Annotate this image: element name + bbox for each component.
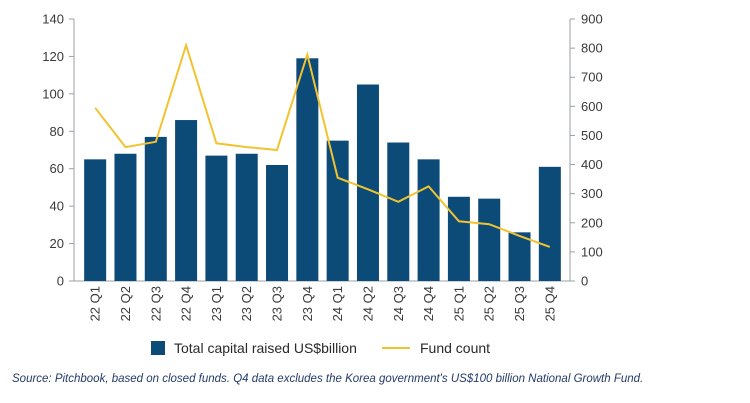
- x-tick-label: 22 Q2: [118, 286, 133, 321]
- legend-label-capital: Total capital raised US$billion: [174, 340, 357, 356]
- source-note: Source: Pitchbook, based on closed funds…: [12, 373, 644, 385]
- x-tick-label: 24 Q1: [330, 286, 345, 321]
- right-tick-label: 400: [581, 157, 603, 172]
- bar-23-q4: [296, 58, 319, 281]
- bar-24-q3: [387, 142, 410, 281]
- x-tick-label: 23 Q1: [209, 286, 224, 321]
- bar-23-q2: [235, 153, 258, 281]
- left-tick-label: 80: [50, 124, 64, 139]
- left-tick-label: 100: [42, 86, 64, 101]
- x-tick-label: 24 Q4: [421, 286, 436, 321]
- fund-count-line: [94, 41, 551, 248]
- bar-22-q4: [175, 120, 198, 281]
- bar-24-q1: [326, 140, 349, 281]
- left-tick-label: 20: [50, 236, 64, 251]
- right-tick-label: 0: [581, 274, 588, 289]
- x-tick-label: 23 Q3: [270, 286, 285, 321]
- x-tick-label: 23 Q2: [239, 286, 254, 321]
- legend-swatch-capital: [151, 341, 165, 355]
- x-tick-label: 22 Q1: [88, 286, 103, 321]
- x-tick-label: 24 Q2: [360, 286, 375, 321]
- bar-25-q1: [447, 196, 470, 281]
- right-tick-label: 500: [581, 128, 603, 143]
- left-tick-label: 0: [57, 274, 64, 289]
- left-tick-label: 40: [50, 199, 64, 214]
- right-axis: 0 100 200 300 400 500 600 700 800 900: [570, 12, 603, 289]
- bar-24-q2: [356, 84, 379, 281]
- x-tick-label: 23 Q4: [300, 286, 315, 321]
- left-tick-label: 140: [42, 12, 64, 27]
- bar-22-q2: [114, 153, 137, 281]
- bar-23-q1: [205, 155, 228, 281]
- right-tick-label: 300: [581, 186, 603, 201]
- x-tick-label: 25 Q2: [482, 286, 497, 321]
- left-axis: 0 20 40 60 80 100 120 140: [42, 12, 74, 289]
- x-tick-label: 25 Q1: [451, 286, 466, 321]
- right-tick-label: 900: [581, 12, 603, 27]
- bar-23-q3: [266, 164, 289, 281]
- left-tick-label: 120: [42, 49, 64, 64]
- right-tick-label: 100: [581, 244, 603, 259]
- x-tick-label: 22 Q3: [148, 286, 163, 321]
- bar-series: [84, 58, 561, 281]
- bar-25-q4: [538, 166, 561, 281]
- right-tick-label: 800: [581, 41, 603, 56]
- legend-label-fund-count: Fund count: [420, 340, 490, 356]
- x-axis: 22 Q1 22 Q2 22 Q3 22 Q4 23 Q1 23 Q2 23 Q3 23 Q4…: [88, 286, 558, 321]
- left-tick-label: 60: [50, 161, 64, 176]
- bar-22-q1: [84, 159, 107, 281]
- bar-22-q3: [144, 136, 167, 281]
- bar-25-q3: [508, 232, 531, 281]
- x-tick-label: 24 Q3: [391, 286, 406, 321]
- bar-25-q2: [478, 198, 501, 281]
- legend: Total capital raised US$billion Fund cou…: [151, 340, 490, 356]
- right-tick-label: 200: [581, 215, 603, 230]
- bar-24-q4: [417, 159, 440, 281]
- right-tick-label: 700: [581, 70, 603, 85]
- x-tick-label: 22 Q4: [179, 286, 194, 321]
- x-tick-label: 25 Q3: [512, 286, 527, 321]
- x-tick-label: 25 Q4: [542, 286, 557, 321]
- right-tick-label: 600: [581, 99, 603, 114]
